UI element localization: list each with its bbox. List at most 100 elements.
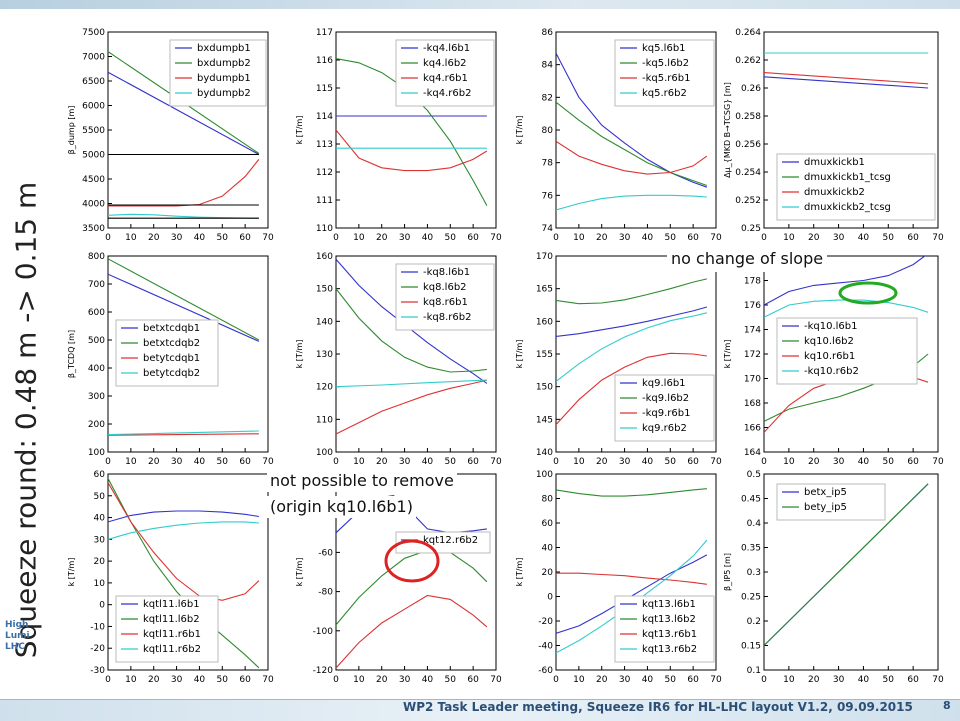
- y-tick-label: 160: [536, 317, 553, 327]
- legend-label: kqt13.r6b1: [642, 629, 697, 640]
- x-tick-label: 20: [596, 675, 608, 685]
- x-tick-label: 60: [239, 675, 251, 685]
- legend-label: kq10.l6b2: [804, 336, 854, 347]
- x-tick-label: 0: [553, 675, 559, 685]
- series-line--kq9.l6b2: [556, 278, 708, 305]
- y-tick-label: 500: [88, 336, 105, 346]
- legend-label: bety_ip5: [804, 502, 847, 513]
- x-tick-label: 50: [883, 233, 895, 243]
- x-tick-label: 70: [710, 675, 722, 685]
- series-line-kq4.r6b1: [336, 129, 488, 172]
- x-tick-label: 10: [573, 457, 585, 467]
- x-tick-label: 50: [665, 457, 677, 467]
- series-line-kq5.l6b1: [556, 52, 708, 188]
- annotation-not-possible-line-2: (origin kq10.l6b1): [267, 496, 416, 518]
- y-tick-label: 80: [542, 495, 554, 505]
- x-tick-label: 50: [217, 457, 229, 467]
- y-tick-label: 20: [94, 557, 106, 567]
- x-tick-label: 20: [808, 457, 820, 467]
- y-tick-label: 0.258: [735, 112, 761, 122]
- y-tick-label: 100: [316, 448, 333, 458]
- x-tick-label: 0: [105, 675, 111, 685]
- legend-label: -kq5.r6b1: [642, 73, 690, 84]
- y-tick-label: 0.5: [747, 470, 761, 480]
- y-tick-label: 160: [316, 252, 333, 262]
- legend-label: -kq9.r6b1: [642, 408, 690, 419]
- y-tick-label: 0.3: [747, 568, 761, 578]
- x-tick-label: 30: [399, 233, 411, 243]
- y-tick-label: 5000: [82, 151, 105, 161]
- x-tick-label: 40: [858, 675, 870, 685]
- x-tick-label: 70: [490, 233, 502, 243]
- chart-5: 0 10 20 30 40 50 60 70 100 200 300 400 500 600 700 800 β…: [67, 252, 274, 467]
- y-tick-label: 0: [99, 601, 105, 611]
- x-tick-label: 0: [333, 457, 339, 467]
- y-tick-label: 600: [88, 308, 105, 318]
- y-tick-label: 113: [316, 140, 333, 150]
- x-tick-label: 10: [125, 675, 137, 685]
- x-tick-label: 60: [467, 457, 479, 467]
- x-tick-label: 70: [710, 457, 722, 467]
- y-tick-label: -20: [90, 644, 105, 654]
- y-tick-label: 200: [88, 420, 105, 430]
- x-tick-label: 30: [833, 457, 845, 467]
- x-tick-label: 70: [262, 675, 274, 685]
- y-tick-label: 40: [94, 514, 106, 524]
- annotation-no-change-of-slope: no change of slope: [667, 246, 828, 272]
- y-tick-label: 140: [316, 317, 333, 327]
- series-line--kq5.l6b2: [556, 101, 708, 187]
- y-tick-label: 170: [536, 252, 553, 262]
- series-line-betytcdqb2: [108, 430, 259, 436]
- legend-label: betxtcdqb1: [143, 323, 200, 334]
- x-tick-label: 10: [353, 457, 365, 467]
- y-tick-label: 0.15: [741, 642, 761, 652]
- x-tick-label: 30: [833, 675, 845, 685]
- y-tick-label: 80: [542, 126, 554, 136]
- legend-label: -kq10.l6b1: [804, 321, 858, 332]
- y-tick-label: -60: [538, 666, 553, 676]
- x-tick-label: 40: [642, 233, 654, 243]
- x-tick-label: 30: [171, 233, 183, 243]
- x-tick-label: 30: [399, 675, 411, 685]
- y-tick-label: 166: [744, 424, 761, 434]
- legend-box: [614, 595, 715, 663]
- x-tick-label: 0: [553, 233, 559, 243]
- y-tick-label: 50: [94, 492, 106, 502]
- y-tick-label: 30: [94, 535, 106, 545]
- chart-9: 0 10 20 30 40 50 60 70 -30 -20 -10 0 10 20 30 40 50 60 k […: [67, 470, 274, 685]
- y-tick-label: 0.25: [741, 224, 761, 234]
- series-line-dmuxkickb1: [764, 76, 929, 89]
- series-line-kqtl11.r6b2: [108, 521, 259, 540]
- y-tick-label: 7500: [82, 28, 105, 38]
- x-tick-label: 40: [194, 675, 206, 685]
- x-tick-label: 60: [687, 675, 699, 685]
- y-axis-label: k [T/m]: [515, 116, 524, 145]
- legend-label: kqtl11.r6b2: [143, 644, 201, 655]
- series-line-kq8.l6b2: [336, 288, 487, 373]
- x-tick-label: 70: [490, 457, 502, 467]
- chart-11: 0 10 20 30 40 50 60 70 -60 -40 -20 0 20 40 60 80 100 k [T…: [515, 470, 722, 685]
- x-tick-label: 60: [467, 675, 479, 685]
- y-tick-label: 145: [536, 415, 553, 425]
- x-tick-label: 20: [808, 233, 820, 243]
- y-tick-label: 174: [744, 326, 761, 336]
- legend-label: -kq9.l6b2: [642, 393, 689, 404]
- y-tick-label: 4000: [82, 200, 105, 210]
- y-tick-label: 178: [744, 277, 761, 287]
- y-tick-label: 140: [536, 448, 553, 458]
- x-tick-label: 10: [573, 233, 585, 243]
- x-tick-label: 50: [883, 457, 895, 467]
- legend-label: kqtl11.l6b1: [143, 599, 200, 610]
- y-tick-label: 4500: [82, 175, 105, 185]
- y-tick-label: -80: [318, 588, 333, 598]
- y-tick-label: 0.25: [741, 593, 761, 603]
- x-tick-label: 40: [194, 457, 206, 467]
- legend-label: dmuxkickb2_tcsg: [804, 202, 891, 213]
- series-line-red: [336, 594, 488, 669]
- x-tick-label: 70: [932, 457, 944, 467]
- y-axis-label: β_dump [m]: [67, 106, 76, 155]
- x-tick-label: 0: [105, 233, 111, 243]
- y-tick-label: 74: [542, 224, 554, 234]
- legend-label: kq8.l6b2: [423, 282, 467, 293]
- y-tick-label: 20: [542, 568, 554, 578]
